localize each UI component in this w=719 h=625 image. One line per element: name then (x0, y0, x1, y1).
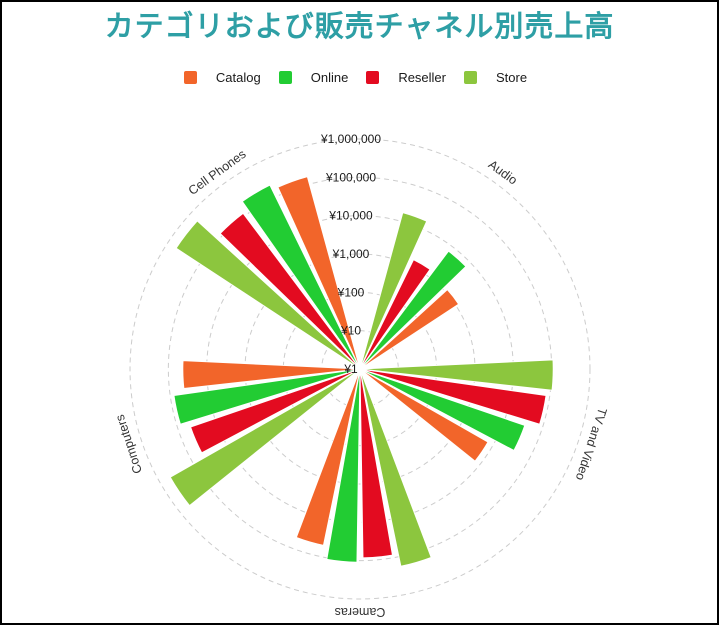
bar-computers-online[interactable] (173, 368, 361, 425)
legend-label: Store (496, 70, 528, 85)
chart-legend: Catalog Online Reseller Store (2, 70, 709, 85)
reseller-swatch-icon (366, 71, 380, 84)
catalog-swatch-icon (183, 71, 197, 84)
bar-cell-phones-store[interactable] (175, 220, 361, 370)
category-label-tv-and-video: TV and Video (573, 406, 610, 482)
bar-cameras-online[interactable] (326, 368, 361, 563)
bar-audio-store[interactable] (359, 211, 428, 370)
category-label-computers: Computers (113, 413, 145, 475)
legend-label: Catalog (215, 70, 261, 85)
legend-item-online[interactable]: Online (278, 70, 349, 85)
radial-axis-label: ¥100,000 (325, 170, 376, 184)
bar-cameras-catalog[interactable] (295, 368, 361, 546)
radial-axis-label: ¥10 (340, 324, 361, 338)
bar-tv-and-video-online[interactable] (359, 368, 526, 452)
bar-cameras-store[interactable] (359, 368, 432, 567)
legend-item-catalog[interactable]: Catalog (183, 70, 261, 85)
radial-axis-label: ¥1 (343, 362, 358, 376)
bar-cell-phones-online[interactable] (241, 184, 361, 370)
bar-computers-reseller[interactable] (189, 368, 361, 454)
radial-axis-label: ¥1,000,000 (320, 132, 381, 146)
legend-label: Online (310, 70, 349, 85)
bar-cameras-reseller[interactable] (359, 368, 394, 559)
legend-item-store[interactable]: Store (464, 70, 527, 85)
bar-audio-online[interactable] (359, 250, 467, 370)
store-swatch-icon (464, 71, 477, 84)
bar-tv-and-video-store[interactable] (359, 359, 554, 391)
online-swatch-icon (278, 71, 292, 84)
radial-axis-label: ¥100 (337, 285, 365, 299)
legend-item-reseller[interactable]: Reseller (366, 70, 446, 85)
bar-tv-and-video-catalog[interactable] (359, 368, 489, 462)
grid-ring (129, 138, 591, 600)
bar-cell-phones-catalog[interactable] (277, 175, 361, 370)
category-label-cameras: Cameras (335, 605, 386, 619)
category-label-audio: Audio (486, 157, 520, 187)
radial-axis-label: ¥10,000 (328, 209, 373, 223)
page-title: カテゴリおよび販売チャネル別売上高 (104, 11, 615, 43)
bar-cell-phones-reseller[interactable] (219, 212, 361, 370)
category-label-cell-phones: Cell Phones (186, 147, 249, 198)
bar-audio-reseller[interactable] (359, 259, 431, 370)
legend-label: Reseller (398, 70, 446, 85)
bar-audio-catalog[interactable] (359, 288, 460, 370)
bar-tv-and-video-reseller[interactable] (359, 368, 547, 425)
bar-computers-store[interactable] (169, 368, 361, 507)
bar-computers-catalog[interactable] (182, 360, 361, 389)
radial-axis-label: ¥1,000 (332, 247, 370, 261)
